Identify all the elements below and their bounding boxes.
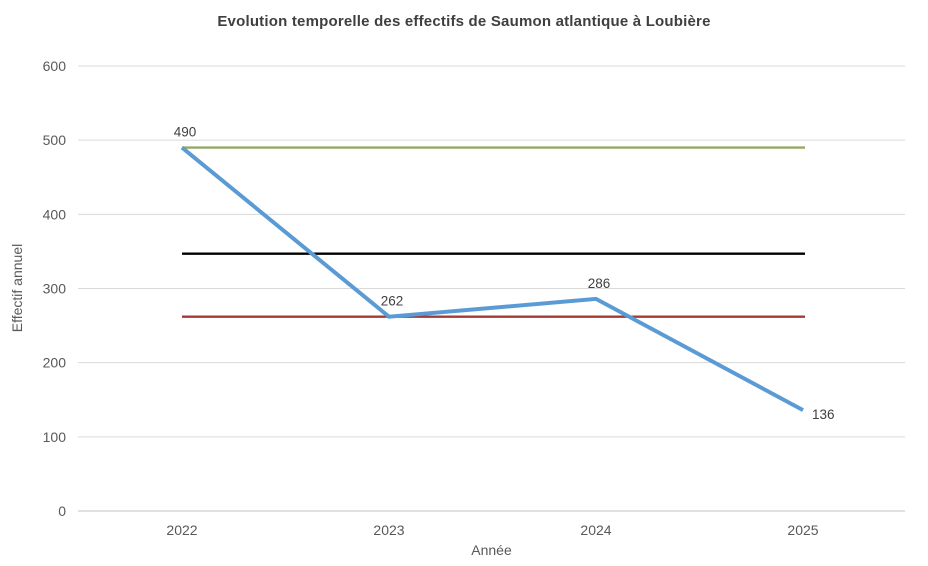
chart-title: Evolution temporelle des effectifs de Sa… — [217, 13, 711, 30]
y-axis-title: Effectif annuel — [9, 243, 25, 333]
x-axis-title: Année — [471, 542, 512, 558]
data-series-line — [180, 146, 804, 412]
data-label: 286 — [588, 276, 611, 291]
y-tick-label: 400 — [43, 206, 67, 222]
data-label: 262 — [381, 294, 404, 309]
y-tick-label: 500 — [43, 132, 67, 148]
x-tick-label: 2024 — [580, 522, 611, 538]
x-tick-label: 2023 — [373, 522, 404, 538]
y-tick-label: 600 — [43, 58, 67, 74]
x-tick-label: 2022 — [166, 522, 197, 538]
y-tick-label: 300 — [43, 281, 67, 297]
x-tick-label: 2025 — [787, 522, 818, 538]
y-tick-label: 200 — [43, 355, 67, 371]
y-tick-label: 100 — [43, 429, 67, 445]
data-label: 490 — [174, 125, 197, 140]
data-label: 136 — [812, 407, 835, 422]
y-tick-label: 0 — [58, 503, 66, 519]
